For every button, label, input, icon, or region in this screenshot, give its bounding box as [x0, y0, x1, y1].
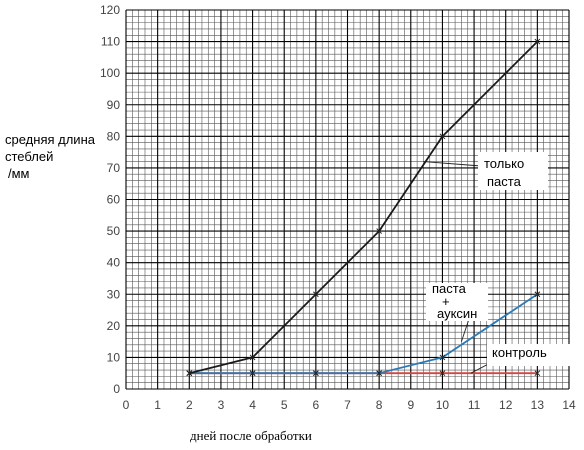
y-tick-label: 50: [107, 224, 121, 238]
y-axis-label-line: средняя длина: [5, 132, 95, 147]
data-point-marker: [249, 354, 256, 361]
series-line: [189, 40, 538, 375]
data-point-marker: [534, 38, 541, 45]
x-tick-label: 12: [499, 398, 513, 412]
x-tick-label: 8: [376, 398, 383, 412]
data-point-marker: [439, 370, 446, 377]
y-tick-label: 30: [107, 287, 121, 301]
y-tick-label: 20: [107, 319, 121, 333]
y-tick-label: 10: [107, 350, 121, 364]
data-point-marker: [439, 354, 446, 361]
series-layer: [186, 38, 541, 377]
data-point-marker: [313, 291, 319, 298]
series-label-background: [478, 152, 548, 190]
data-point-marker: [534, 370, 541, 377]
y-axis-label-line: /мм: [8, 166, 30, 181]
x-tick-label: 9: [407, 398, 414, 412]
x-tick-label: 2: [186, 398, 193, 412]
x-tick-label: 0: [123, 398, 130, 412]
y-tick-label: 70: [107, 161, 121, 175]
data-point-marker: [249, 370, 256, 377]
y-tick-label: 80: [107, 129, 121, 143]
x-tick-label: 7: [344, 398, 351, 412]
y-tick-label: 100: [100, 66, 120, 80]
data-point-marker: [439, 133, 446, 140]
x-tick-label: 11: [468, 398, 481, 412]
series-label-text: контроль: [492, 345, 547, 360]
x-tick-label: 6: [313, 398, 320, 412]
y-axis-label: средняя длина стеблей/мм: [5, 131, 105, 182]
series-label-text: паста: [432, 281, 467, 296]
series-label-background: [426, 283, 488, 321]
series-label-text: +: [442, 294, 450, 309]
x-tick-label: 13: [531, 398, 545, 412]
y-axis-label-line: стеблей: [5, 149, 54, 164]
series-label-background: [487, 344, 573, 366]
x-tick-label: 1: [154, 398, 161, 412]
data-point-marker: [186, 370, 193, 377]
y-tick-label: 40: [107, 256, 121, 270]
x-axis-label: дней после обработки: [190, 428, 312, 443]
x-tick-label: 3: [218, 398, 225, 412]
y-tick-label: 120: [100, 3, 120, 17]
y-tick-label: 110: [101, 35, 120, 49]
series-label-text: ауксин: [437, 306, 477, 321]
series-label-text: паста: [487, 174, 522, 189]
x-tick-label: 14: [562, 398, 576, 412]
data-point-marker: [534, 291, 541, 298]
y-tick-label: 60: [107, 193, 121, 207]
series-line: [189, 293, 538, 375]
series-label-text: только: [484, 156, 524, 171]
data-point-marker: [376, 228, 382, 234]
data-point-marker: [313, 370, 319, 377]
x-tick-labels: 0 1 2 3 4 5 6 7 8 9 10 11 12 13 14: [123, 398, 576, 412]
y-tick-label: 90: [107, 98, 121, 112]
x-tick-label: 10: [436, 398, 450, 412]
y-tick-label: 0: [113, 382, 120, 396]
y-tick-labels: 0 10 20 30 40 50 60 70 80 90 100 110 120: [100, 3, 120, 396]
x-tick-label: 4: [249, 398, 256, 412]
x-tick-label: 5: [281, 398, 288, 412]
data-point-marker: [376, 370, 382, 377]
series-label-leader: [423, 161, 482, 167]
